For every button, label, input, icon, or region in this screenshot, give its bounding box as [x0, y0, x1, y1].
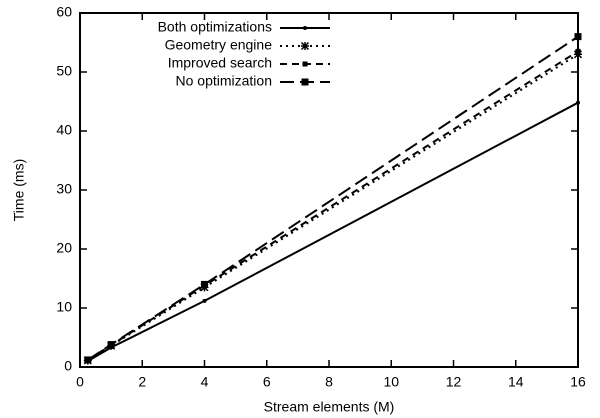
legend-label: Improved search: [168, 55, 272, 71]
y-tick-label: 40: [56, 122, 72, 138]
series-line: [87, 35, 579, 361]
y-tick-label: 60: [56, 4, 72, 20]
series-line: [87, 50, 579, 361]
marker: [300, 41, 310, 51]
x-tick-label: 6: [263, 374, 271, 390]
plot-frame: [79, 12, 579, 368]
legend-label: Both optimizations: [158, 19, 272, 35]
y-tick-label: 0: [64, 358, 72, 374]
x-tick-label: 0: [76, 374, 84, 390]
x-tick-label: 12: [446, 374, 462, 390]
y-tick-label: 10: [56, 299, 72, 315]
x-tick-label: 2: [138, 374, 146, 390]
marker: [84, 356, 92, 364]
series-line: [87, 53, 579, 362]
y-tick-label: 50: [56, 63, 72, 79]
marker: [202, 298, 207, 303]
series-line: [87, 101, 579, 362]
marker: [107, 341, 115, 349]
marker: [301, 78, 309, 86]
legend-label: Geometry engine: [165, 37, 273, 53]
x-tick-label: 8: [325, 374, 333, 390]
x-tick-label: 10: [383, 374, 399, 390]
marker: [302, 61, 308, 67]
x-tick-label: 14: [508, 374, 524, 390]
marker: [303, 26, 307, 30]
x-axis-label: Stream elements (M): [264, 399, 395, 415]
y-axis-label: Time (ms): [11, 159, 27, 221]
marker: [201, 280, 208, 288]
legend-label: No optimization: [176, 73, 273, 89]
y-tick-label: 20: [56, 240, 72, 256]
x-tick-label: 4: [201, 374, 209, 390]
x-tick-label: 16: [570, 374, 586, 390]
y-tick-label: 30: [56, 181, 72, 197]
